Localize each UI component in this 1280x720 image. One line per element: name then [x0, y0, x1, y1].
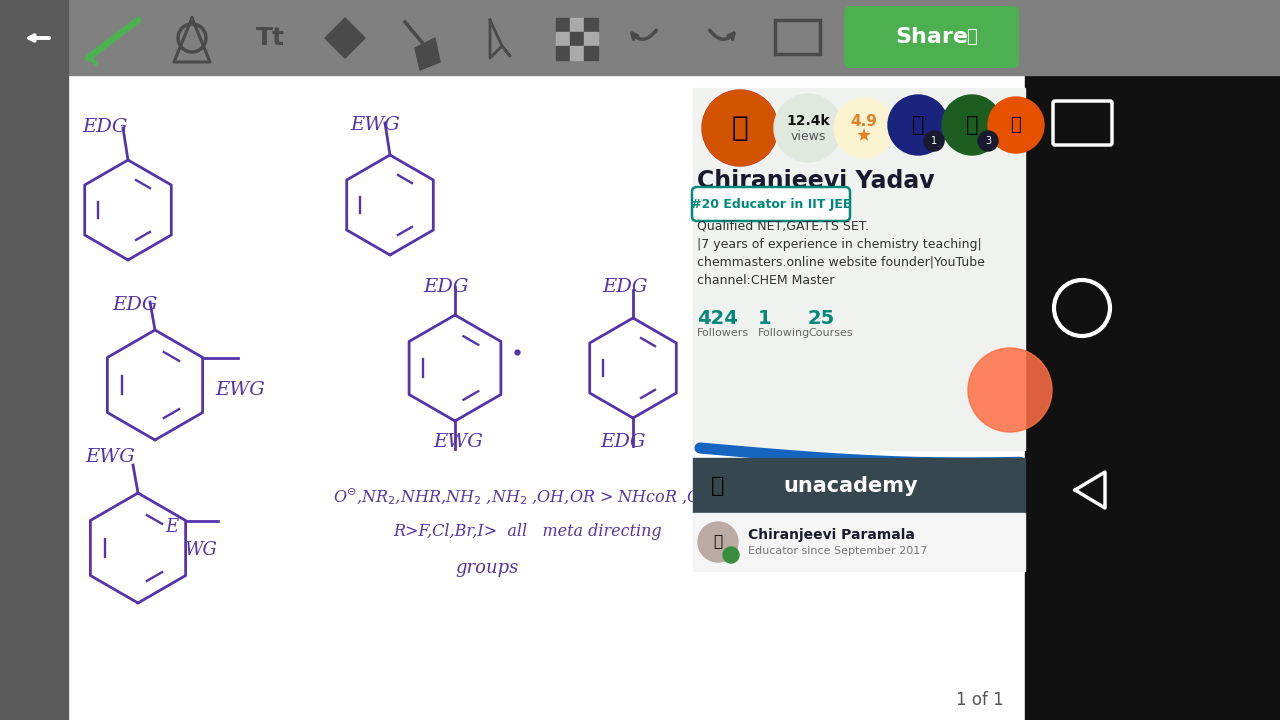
Bar — [0, 0, 68, 720]
Text: 1: 1 — [931, 136, 937, 146]
Circle shape — [835, 98, 893, 158]
Text: |7 years of experience in chemistry teaching|: |7 years of experience in chemistry teac… — [698, 238, 982, 251]
Text: views: views — [790, 130, 826, 143]
Circle shape — [698, 522, 739, 562]
Polygon shape — [325, 18, 365, 58]
Text: EDG: EDG — [602, 278, 648, 296]
Text: EDG: EDG — [600, 433, 645, 451]
Text: 424: 424 — [698, 308, 737, 328]
Text: #20 Educator in IIT JEE: #20 Educator in IIT JEE — [691, 197, 851, 210]
Text: 4.9: 4.9 — [851, 114, 877, 128]
Text: EWG: EWG — [215, 381, 265, 399]
Bar — [68, 75, 1025, 720]
Bar — [692, 88, 1025, 450]
Circle shape — [701, 90, 778, 166]
Bar — [556, 32, 570, 46]
Circle shape — [988, 97, 1044, 153]
Bar — [584, 18, 598, 32]
Circle shape — [968, 348, 1052, 432]
FancyBboxPatch shape — [844, 6, 1019, 68]
Text: Educator since September 2017: Educator since September 2017 — [748, 546, 928, 556]
Text: 12.4k: 12.4k — [786, 114, 829, 128]
Bar — [0, 0, 1280, 75]
Text: Chiranjeevi Yadav: Chiranjeevi Yadav — [698, 169, 934, 193]
Polygon shape — [415, 38, 440, 70]
Text: R>F,Cl,Br,I>  all   meta directing: R>F,Cl,Br,I> all meta directing — [393, 523, 662, 541]
Text: Share: Share — [896, 27, 969, 47]
Text: EWG: EWG — [84, 448, 134, 466]
Text: unacademy: unacademy — [783, 476, 918, 496]
Bar — [774, 20, 820, 54]
Bar — [570, 18, 584, 32]
Text: 25: 25 — [808, 308, 836, 328]
Text: 1: 1 — [758, 308, 772, 328]
Circle shape — [723, 547, 739, 563]
Bar — [584, 32, 598, 46]
Text: EWG: EWG — [433, 433, 483, 451]
Text: 3: 3 — [984, 136, 991, 146]
Circle shape — [774, 94, 842, 162]
Text: ★: ★ — [856, 127, 872, 145]
Text: WG: WG — [186, 541, 218, 559]
Circle shape — [942, 95, 1002, 155]
Text: 👤: 👤 — [732, 114, 749, 142]
FancyBboxPatch shape — [692, 187, 850, 221]
Bar — [692, 513, 1025, 571]
Bar — [556, 46, 570, 60]
Circle shape — [701, 90, 778, 166]
Text: groups: groups — [454, 559, 518, 577]
Bar — [1025, 0, 1280, 720]
Bar — [570, 32, 584, 46]
Text: 📶: 📶 — [966, 28, 978, 46]
Circle shape — [924, 131, 943, 151]
Text: EDG: EDG — [422, 278, 468, 296]
Text: O$^{\circleddash}$,NR$_2$,NHR,NH$_2$ ,NH$_2$ ,OH,OR > NHcoR ,OcoR >: O$^{\circleddash}$,NR$_2$,NHR,NH$_2$ ,NH… — [333, 487, 749, 507]
Text: Courses: Courses — [808, 328, 852, 338]
Bar — [556, 18, 570, 32]
Text: 🏆: 🏆 — [712, 476, 724, 496]
Text: Qualified NET,GATE,TS SET.: Qualified NET,GATE,TS SET. — [698, 220, 869, 233]
Text: Chiranjeevi Paramala: Chiranjeevi Paramala — [748, 528, 915, 542]
Text: EWG: EWG — [349, 116, 399, 134]
Text: 🕐: 🕐 — [911, 115, 924, 135]
Text: EDG: EDG — [82, 118, 128, 136]
Text: Followers: Followers — [698, 328, 749, 338]
Circle shape — [978, 131, 998, 151]
Text: chemmasters.online website founder|YouTube: chemmasters.online website founder|YouTu… — [698, 256, 984, 269]
Bar — [692, 458, 1025, 513]
Circle shape — [888, 95, 948, 155]
Text: 👤: 👤 — [713, 534, 723, 549]
Text: channel:CHEM Master: channel:CHEM Master — [698, 274, 835, 287]
Text: 🕐: 🕐 — [965, 115, 978, 135]
Text: 1 of 1: 1 of 1 — [956, 691, 1004, 709]
Bar — [584, 46, 598, 60]
Text: Following: Following — [758, 328, 810, 338]
Text: E: E — [165, 518, 178, 536]
Bar — [570, 46, 584, 60]
Text: EDG: EDG — [113, 296, 157, 314]
Text: Tt: Tt — [256, 26, 284, 50]
Text: 🕐: 🕐 — [1011, 116, 1021, 134]
